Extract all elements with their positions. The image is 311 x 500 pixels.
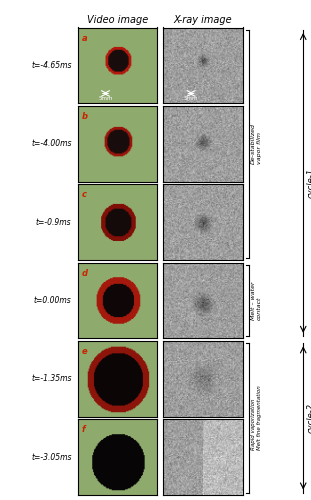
- Text: t=-4.65ms: t=-4.65ms: [31, 61, 72, 70]
- Text: e: e: [82, 347, 87, 356]
- Text: t=0.00ms: t=0.00ms: [34, 296, 72, 305]
- Text: a: a: [82, 34, 87, 42]
- Text: c: c: [82, 190, 87, 199]
- Text: cycle-1: cycle-1: [306, 168, 311, 198]
- Text: b: b: [82, 112, 88, 121]
- Text: 5mm: 5mm: [98, 96, 113, 101]
- Text: 5mm: 5mm: [184, 96, 198, 101]
- Text: Video image: Video image: [87, 15, 148, 25]
- Text: Rapid vaporization
Melt fine fragmentation: Rapid vaporization Melt fine fragmentati…: [251, 386, 262, 450]
- Text: Melt – water
contact: Melt – water contact: [251, 281, 262, 320]
- Text: t=-3.05ms: t=-3.05ms: [31, 452, 72, 462]
- Text: d: d: [82, 268, 88, 278]
- Text: cycle-2: cycle-2: [306, 403, 311, 433]
- Text: De-stabilized
vapor film: De-stabilized vapor film: [251, 124, 262, 164]
- Text: t=-1.35ms: t=-1.35ms: [31, 374, 72, 383]
- Text: X-ray image: X-ray image: [174, 15, 232, 25]
- Text: t=-0.9ms: t=-0.9ms: [36, 218, 72, 226]
- Text: t=-4.00ms: t=-4.00ms: [31, 140, 72, 148]
- Text: f: f: [82, 425, 85, 434]
